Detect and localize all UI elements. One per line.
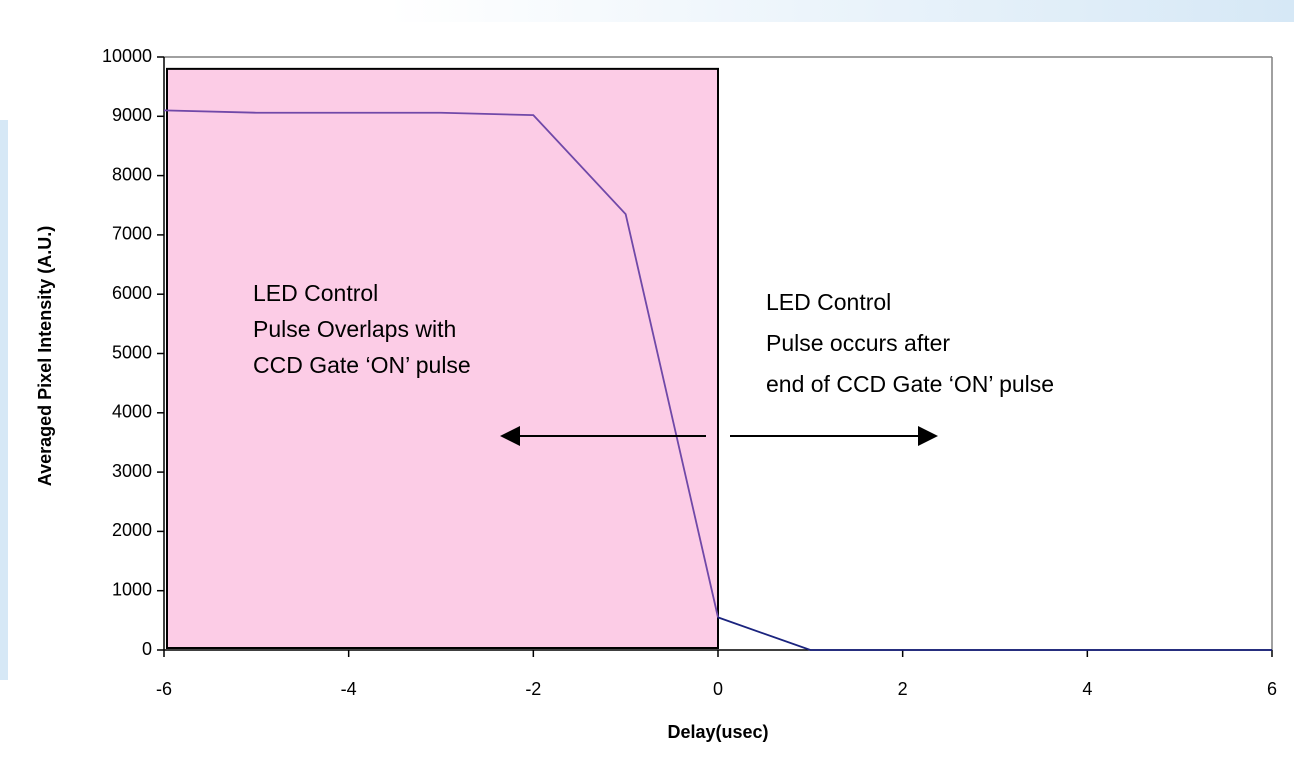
x-tick-label: 0 xyxy=(713,679,723,699)
x-tick-label: -6 xyxy=(156,679,172,699)
y-tick-label: 5000 xyxy=(112,342,152,362)
y-tick-label: 1000 xyxy=(112,579,152,599)
annotation-line: Pulse occurs after xyxy=(766,330,950,356)
y-tick-label: 3000 xyxy=(112,461,152,481)
background-edge xyxy=(0,120,8,680)
y-axis-title: Averaged Pixel Intensity (A.U.) xyxy=(35,226,55,486)
annotation-line: LED Control xyxy=(766,289,891,315)
data-line xyxy=(717,616,1272,651)
y-tick-label: 2000 xyxy=(112,520,152,540)
y-tick-label: 7000 xyxy=(112,224,152,244)
y-tick-label: 9000 xyxy=(112,105,152,125)
x-tick-label: -2 xyxy=(525,679,541,699)
x-axis-title: Delay(usec) xyxy=(667,722,768,742)
plot-area: 0 1000 2000 3000 4000 5000 6000 7000 8000 9000 100… xyxy=(102,46,1277,699)
background-band xyxy=(0,0,1294,22)
y-tick-label: 6000 xyxy=(112,283,152,303)
annotation-line: Pulse Overlaps with xyxy=(253,316,456,342)
x-tick-label: 6 xyxy=(1267,679,1277,699)
y-tick-label: 0 xyxy=(142,639,152,659)
data-line xyxy=(163,109,719,618)
y-tick-label: 4000 xyxy=(112,402,152,422)
x-tick-label: 2 xyxy=(898,679,908,699)
annotation-line: CCD Gate ‘ON’ pulse xyxy=(253,352,471,378)
y-tick-label: 8000 xyxy=(112,164,152,184)
shaded-region xyxy=(166,67,719,650)
annotation-line: LED Control xyxy=(253,280,378,306)
x-tick-label: 4 xyxy=(1082,679,1092,699)
x-tick-label: -4 xyxy=(341,679,357,699)
y-tick-label: 10000 xyxy=(102,46,152,66)
annotation-line: end of CCD Gate ‘ON’ pulse xyxy=(766,371,1054,397)
